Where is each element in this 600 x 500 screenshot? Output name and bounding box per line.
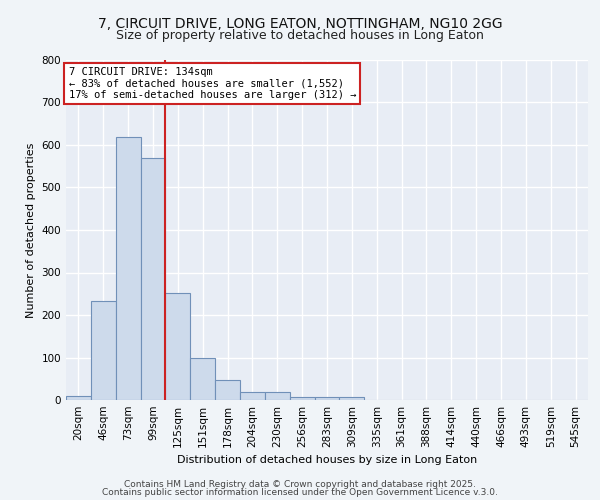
Bar	[66, 396, 91, 400]
Y-axis label: Number of detached properties: Number of detached properties	[26, 142, 36, 318]
Bar	[140, 158, 166, 400]
Bar	[215, 380, 240, 400]
Text: Contains public sector information licensed under the Open Government Licence v.: Contains public sector information licen…	[102, 488, 498, 497]
Bar	[340, 396, 364, 400]
Bar	[190, 358, 215, 400]
Text: 7 CIRCUIT DRIVE: 134sqm
← 83% of detached houses are smaller (1,552)
17% of semi: 7 CIRCUIT DRIVE: 134sqm ← 83% of detache…	[68, 67, 356, 100]
Bar	[240, 392, 265, 400]
Text: 7, CIRCUIT DRIVE, LONG EATON, NOTTINGHAM, NG10 2GG: 7, CIRCUIT DRIVE, LONG EATON, NOTTINGHAM…	[98, 18, 502, 32]
Bar	[265, 392, 290, 400]
Bar	[91, 302, 116, 400]
Text: Contains HM Land Registry data © Crown copyright and database right 2025.: Contains HM Land Registry data © Crown c…	[124, 480, 476, 489]
Bar	[314, 396, 340, 400]
X-axis label: Distribution of detached houses by size in Long Eaton: Distribution of detached houses by size …	[177, 456, 477, 466]
Text: Size of property relative to detached houses in Long Eaton: Size of property relative to detached ho…	[116, 29, 484, 42]
Bar	[116, 138, 140, 400]
Bar	[290, 396, 314, 400]
Bar	[166, 293, 190, 400]
